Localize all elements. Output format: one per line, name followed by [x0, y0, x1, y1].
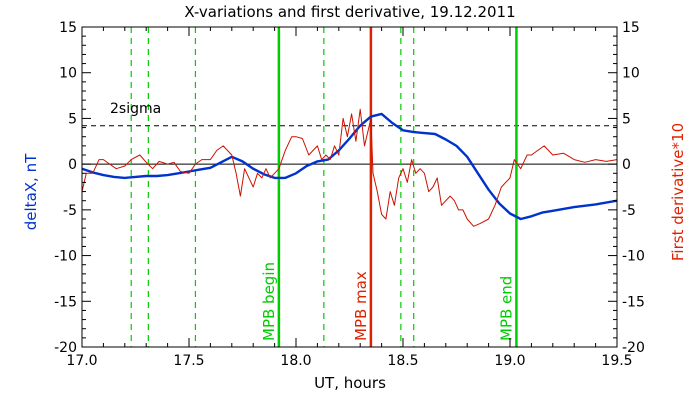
y-tick-label-left: -5 — [63, 203, 77, 219]
y-tick-label-right: -15 — [622, 294, 645, 310]
marker-label-mpb-begin: MPB begin — [260, 262, 278, 341]
y-tick-label-left: 5 — [68, 111, 77, 127]
x-tick-label: 18.0 — [280, 353, 311, 369]
x-tick-label: 19.0 — [494, 353, 525, 369]
y-tick-label-right: 10 — [622, 66, 640, 82]
x-tick-label: 17.0 — [66, 353, 97, 369]
y-tick-label-right: -10 — [622, 249, 645, 265]
y-tick-label-left: 15 — [59, 20, 77, 36]
y-tick-label-left: -20 — [54, 340, 77, 356]
y-tick-label-right: -5 — [622, 203, 636, 219]
x-axis-label: UT, hours — [314, 374, 386, 392]
y-tick-label-left: -10 — [54, 249, 77, 265]
plot-frame — [81, 26, 618, 348]
y-tick-label-right: -20 — [622, 340, 645, 356]
y-axis-label-right: First derivative*10 — [669, 123, 687, 261]
x-tick-label: 18.5 — [387, 353, 418, 369]
plot-marks: MPB begin MPB max MPB end — [82, 27, 617, 347]
x-tick-label: 17.5 — [173, 353, 204, 369]
y-tick-label-right: 15 — [622, 20, 640, 36]
y-axis-label-left: deltaX, nT — [22, 153, 40, 230]
chart-title: X-variations and first derivative, 19.12… — [184, 3, 515, 21]
y-tick-label-right: 5 — [622, 111, 631, 127]
axes: 17.0 17.5 18.0 18.5 19.0 19.5-20 -20-15 -15-10-… — [54, 20, 645, 369]
x-tick-label: 19.5 — [601, 353, 632, 369]
marker-label-mpb-end: MPB end — [497, 276, 515, 341]
marker-label-mpb-max: MPB max — [352, 271, 370, 341]
y-tick-label-right: 0 — [622, 157, 631, 173]
derivative-line — [82, 108, 617, 227]
deltax-line — [82, 112, 617, 221]
y-tick-label-left: 0 — [68, 157, 77, 173]
y-tick-label-left: 10 — [59, 66, 77, 82]
y-tick-label-left: -15 — [54, 294, 77, 310]
sigma-label: 2sigma — [110, 101, 161, 117]
